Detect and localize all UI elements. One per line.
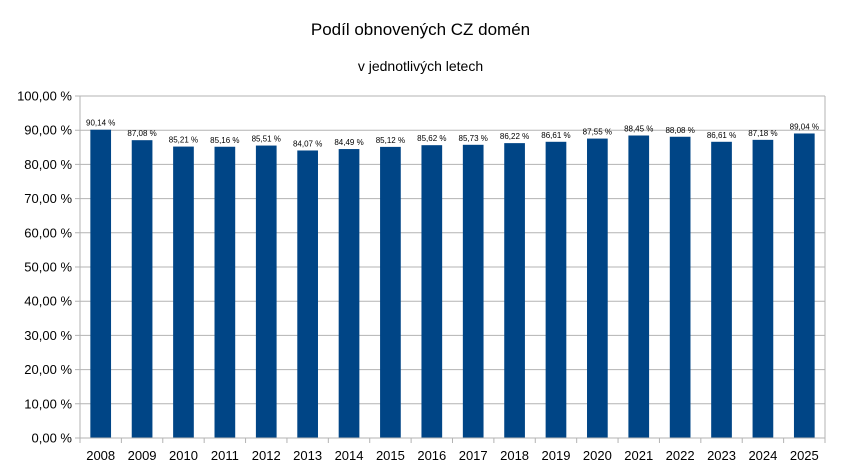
bar-2015 (380, 146, 401, 439)
data-label-2011: 85,16 % (210, 136, 239, 145)
y-tick-label: 90,00 % (24, 123, 72, 138)
data-label-2010: 85,21 % (169, 136, 198, 145)
bar-2022 (669, 136, 691, 438)
bar-2021 (628, 135, 650, 438)
axes: 0,00 % 10,00 % 20,00 % 30,00 % 40,00 % 50,00 … (17, 89, 826, 463)
data-label-2020: 87,55 % (583, 128, 612, 137)
x-tick-label-2023: 2023 (707, 448, 736, 463)
bar-2019 (545, 141, 567, 438)
bar-2014 (338, 149, 360, 439)
chart-title: Podíl obnovených CZ domén (310, 20, 531, 39)
bar-2011 (214, 146, 236, 438)
bars (90, 129, 815, 439)
x-tick-label-2009: 2009 (128, 448, 157, 463)
y-tick-label: 50,00 % (24, 260, 72, 275)
data-label-2014: 84,49 % (334, 138, 363, 147)
data-label-2025: 89,04 % (790, 122, 819, 131)
data-label-2023: 86,61 % (707, 131, 736, 140)
x-tick-label-2025: 2025 (790, 448, 819, 463)
y-tick-label: 70,00 % (24, 191, 72, 206)
x-tick-label-2014: 2014 (335, 448, 364, 463)
y-tick-label: 10,00 % (24, 396, 72, 411)
data-label-2021: 88,45 % (624, 125, 653, 134)
y-tick-label: 80,00 % (24, 157, 72, 172)
x-tick-label-2024: 2024 (748, 448, 777, 463)
gridlines (75, 95, 825, 439)
data-labels: 90,14 % 87,08 % 85,21 % 85,16 % 85,51 % 84,07… (86, 119, 819, 149)
bar-2008 (90, 129, 112, 439)
bar-2009 (131, 140, 153, 438)
data-label-2008: 90,14 % (86, 119, 115, 128)
y-tick-label: 100,00 % (17, 89, 72, 104)
x-tick-label-2019: 2019 (542, 448, 571, 463)
bar-2016 (421, 145, 443, 438)
bar-2018 (504, 143, 525, 438)
bar-2017 (462, 144, 484, 438)
x-tick-label-2013: 2013 (293, 448, 322, 463)
bar-2013 (297, 150, 318, 439)
data-label-2022: 88,08 % (665, 126, 694, 135)
data-label-2015: 85,12 % (376, 136, 405, 145)
bar-2024 (752, 139, 774, 438)
data-label-2018: 86,22 % (500, 132, 529, 141)
x-tick-label-2008: 2008 (86, 448, 115, 463)
x-tick-label-2012: 2012 (252, 448, 281, 463)
chart-subtitle: v jednotlivých letech (357, 58, 484, 74)
x-tick-label-2017: 2017 (459, 448, 488, 463)
bar-2023 (711, 141, 732, 438)
x-tick-label-2010: 2010 (169, 448, 198, 463)
bar-2020 (587, 138, 608, 439)
y-tick-label: 30,00 % (24, 328, 72, 343)
bar-2012 (255, 145, 277, 439)
data-label-2016: 85,62 % (417, 134, 446, 143)
bar-2010 (173, 146, 194, 439)
bar-2025 (793, 133, 815, 438)
data-label-2024: 87,18 % (748, 129, 777, 138)
y-tick-label: 60,00 % (24, 225, 72, 240)
y-tick-label: 40,00 % (24, 294, 72, 309)
x-tick-label-2011: 2011 (211, 448, 239, 463)
y-tick-label: 20,00 % (24, 362, 72, 377)
data-label-2019: 86,61 % (541, 131, 570, 140)
x-tick-label-2016: 2016 (417, 448, 446, 463)
x-tick-label-2020: 2020 (583, 448, 612, 463)
data-label-2012: 85,51 % (252, 135, 281, 144)
x-tick-label-2015: 2015 (376, 448, 405, 463)
x-tick-label-2021: 2021 (624, 448, 653, 463)
data-label-2013: 84,07 % (293, 139, 322, 148)
data-label-2017: 85,73 % (459, 134, 488, 143)
y-tick-label: 0,00 % (32, 431, 73, 446)
data-label-2009: 87,08 % (127, 129, 156, 138)
x-tick-label-2018: 2018 (500, 448, 529, 463)
x-tick-label-2022: 2022 (666, 448, 695, 463)
